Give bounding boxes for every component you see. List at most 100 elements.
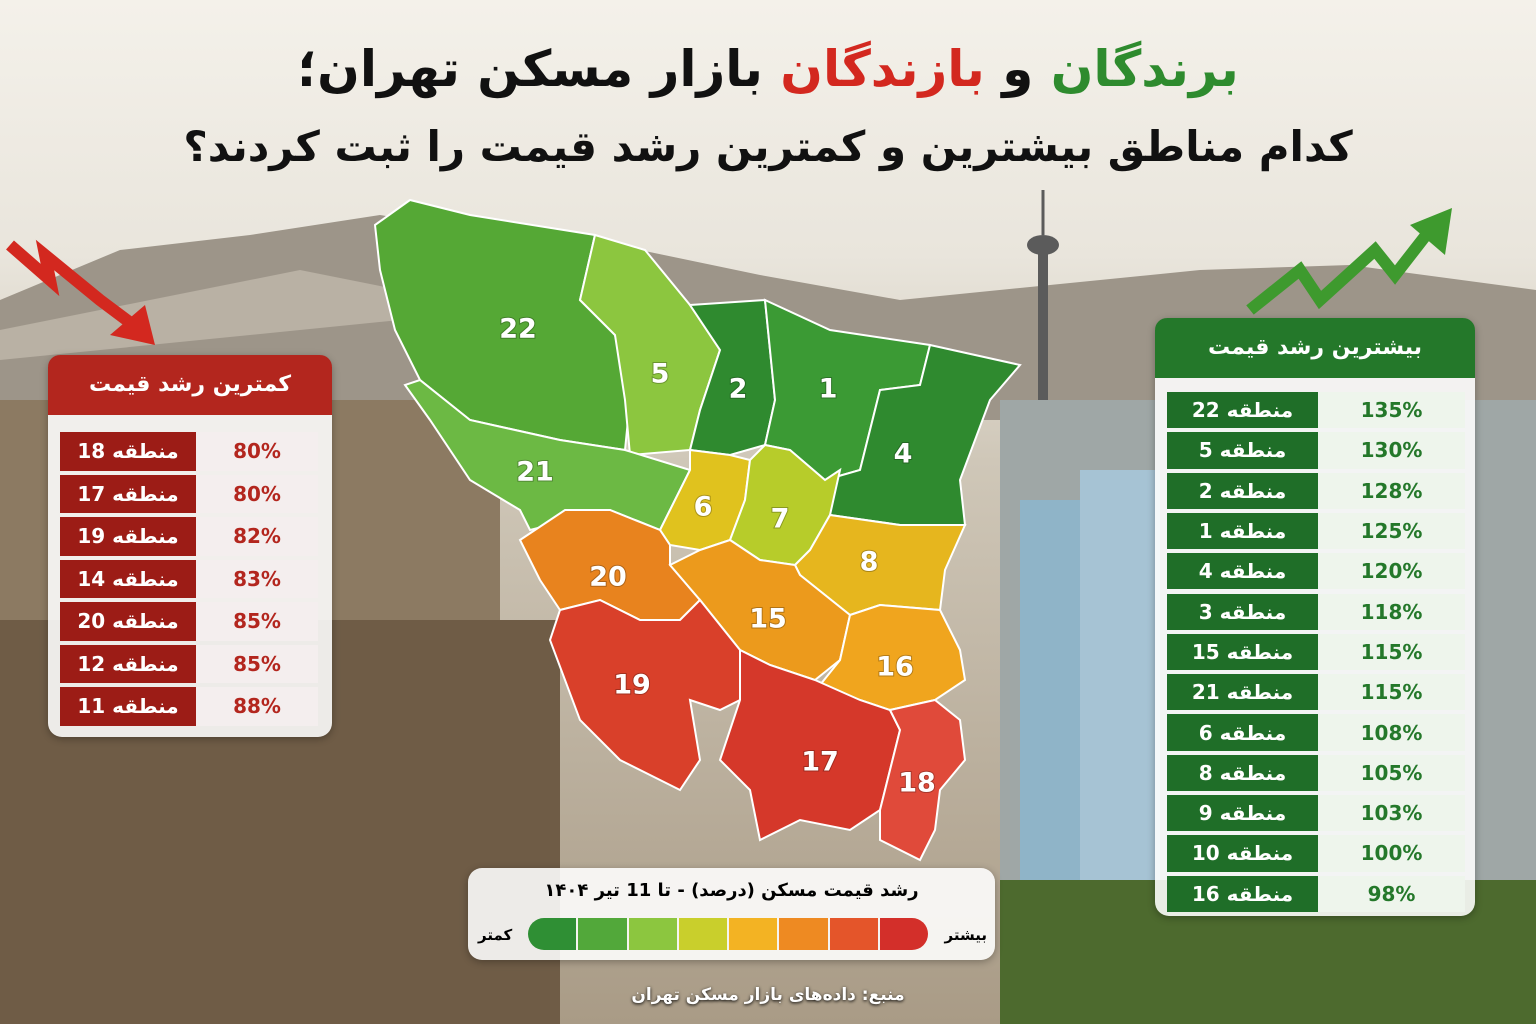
legend-swatch <box>779 918 828 950</box>
highest-title: بیشترین رشد قیمت <box>1155 318 1475 378</box>
map-region <box>879 698 967 862</box>
table-row: منطقه 21 115% <box>1167 674 1465 711</box>
region-cell: منطقه 1 <box>1167 512 1318 550</box>
value-cell: 85% <box>196 644 318 683</box>
region-label: 22 <box>499 314 537 345</box>
legend-scale <box>528 918 928 950</box>
table-row: منطقه 5 130% <box>1167 432 1465 469</box>
legend-less: کمتر <box>478 926 513 944</box>
value-cell: 88% <box>196 687 318 726</box>
up-arrow <box>1246 226 1435 315</box>
legend-title: رشد قیمت مسکن (درصد) - تا 11 تیر ۱۴۰۴ <box>544 880 919 901</box>
milad-tower-head <box>1027 235 1059 255</box>
region-label: 20 <box>589 562 627 593</box>
title-and: و <box>1002 40 1034 98</box>
table-row: منطقه 14 83% <box>60 559 318 598</box>
region-label: 5 <box>651 359 670 390</box>
legend-swatch <box>678 918 727 950</box>
value-cell: 108% <box>1318 714 1465 751</box>
region-cell: منطقه 15 <box>1167 633 1318 671</box>
value-cell: 105% <box>1318 754 1465 791</box>
region-label: 17 <box>801 747 839 778</box>
table-row: منطقه 3 118% <box>1167 593 1465 630</box>
legend-swatch <box>829 918 878 950</box>
region-cell: منطقه 3 <box>1167 593 1318 630</box>
title: برندگان و بازندگان بازار مسکن تهران؛ <box>0 40 1536 98</box>
value-cell: 118% <box>1318 593 1465 630</box>
legend-swatch <box>528 918 577 950</box>
region-cell: منطقه 16 <box>1167 875 1318 912</box>
value-cell: 120% <box>1318 553 1465 590</box>
region-label: 2 <box>729 374 748 405</box>
value-cell: 135% <box>1318 392 1465 429</box>
table-row: منطقه 9 103% <box>1167 795 1465 832</box>
legend-swatch <box>729 918 778 950</box>
region-label: 1 <box>819 374 838 405</box>
down-arrow-head <box>110 305 155 345</box>
value-cell: 80% <box>196 474 318 513</box>
title-rest: بازار مسکن تهران؛ <box>297 40 763 98</box>
value-cell: 83% <box>196 559 318 598</box>
region-label: 16 <box>876 652 914 683</box>
region-cell: منطقه 18 <box>60 432 196 471</box>
region-cell: منطقه 11 <box>60 687 196 726</box>
table-row: منطقه 6 108% <box>1167 714 1465 751</box>
table-row: منطقه 20 85% <box>60 602 318 641</box>
region-cell: منطقه 10 <box>1167 835 1318 872</box>
region-label: 19 <box>613 670 651 701</box>
region-label: 8 <box>860 547 879 578</box>
table-row: منطقه 2 128% <box>1167 472 1465 509</box>
lowest-title: کمترین رشد قیمت <box>48 355 332 415</box>
region-cell: منطقه 20 <box>60 602 196 641</box>
table-row: منطقه 22 135% <box>1167 392 1465 429</box>
up-arrow-head <box>1410 208 1452 255</box>
value-cell: 82% <box>196 517 318 556</box>
region-cell: منطقه 8 <box>1167 754 1318 791</box>
table-row: منطقه 4 120% <box>1167 553 1465 590</box>
value-cell: 130% <box>1318 432 1465 469</box>
value-cell: 115% <box>1318 674 1465 711</box>
source: منبع: داده‌های بازار مسکن تهران <box>631 985 905 1005</box>
region-cell: منطقه 19 <box>60 517 196 556</box>
tower <box>1080 470 1160 920</box>
value-cell: 80% <box>196 432 318 471</box>
region-label: 21 <box>516 457 554 488</box>
region-label: 18 <box>898 768 936 799</box>
table-row: منطقه 19 82% <box>60 517 318 556</box>
highest-panel: بیشترین رشد قیمت منطقه 22 135% منطقه 5 130%… <box>1155 318 1475 916</box>
region-cell: منطقه 5 <box>1167 432 1318 469</box>
table-row: منطقه 8 105% <box>1167 754 1465 791</box>
region-cell: منطقه 9 <box>1167 795 1318 832</box>
table-row: منطقه 11 88% <box>60 687 318 726</box>
region-cell: منطقه 12 <box>60 644 196 683</box>
region-cell: منطقه 22 <box>1167 392 1318 429</box>
value-cell: 85% <box>196 602 318 641</box>
legend-swatch <box>578 918 627 950</box>
region-cell: منطقه 17 <box>60 474 196 513</box>
legend-swatch <box>879 918 928 950</box>
table-row: منطقه 15 115% <box>1167 633 1465 671</box>
table-row: منطقه 18 80% <box>60 432 318 471</box>
value-cell: 103% <box>1318 795 1465 832</box>
legend-more: بیشتر <box>944 926 987 944</box>
region-cell: منطقه 6 <box>1167 714 1318 751</box>
value-cell: 128% <box>1318 472 1465 509</box>
region-cell: منطقه 14 <box>60 559 196 598</box>
table-row: منطقه 10 100% <box>1167 835 1465 872</box>
table-row: منطقه 12 85% <box>60 644 318 683</box>
region-label: 7 <box>771 504 790 535</box>
legend: رشد قیمت مسکن (درصد) - تا 11 تیر ۱۴۰۴ بی… <box>468 868 995 960</box>
title-losers: بازندگان <box>780 40 985 98</box>
region-cell: منطقه 4 <box>1167 553 1318 590</box>
region-cell: منطقه 21 <box>1167 674 1318 711</box>
map-region <box>548 598 741 792</box>
table-row: منطقه 17 80% <box>60 474 318 513</box>
region-cell: منطقه 2 <box>1167 472 1318 509</box>
lowest-panel: کمترین رشد قیمت منطقه 18 80% منطقه 17 80% من… <box>48 355 332 737</box>
value-cell: 100% <box>1318 835 1465 872</box>
region-label: 4 <box>894 439 913 470</box>
value-cell: 125% <box>1318 512 1465 550</box>
table-row: منطقه 1 125% <box>1167 512 1465 550</box>
